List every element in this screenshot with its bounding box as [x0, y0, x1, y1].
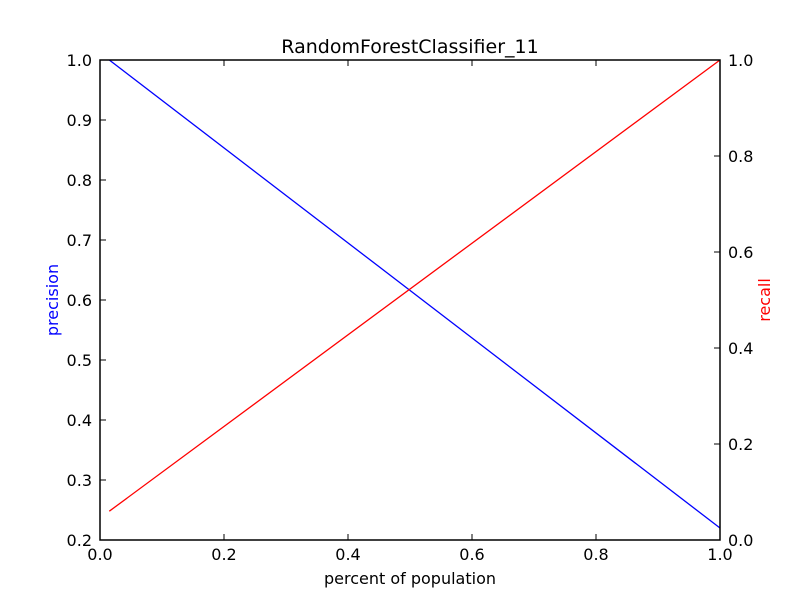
- plot-frame: [99, 59, 721, 541]
- chart-title: RandomForestClassifier_11: [281, 36, 538, 58]
- y-tick-label-left: 0.6: [67, 291, 92, 310]
- y-tick-label-left: 0.4: [67, 411, 92, 430]
- x-tick-label: 0.6: [459, 545, 484, 564]
- x-tick-label: 0.0: [87, 545, 112, 564]
- y-tick-label-left: 0.7: [67, 231, 92, 250]
- precision-line: [108, 59, 721, 529]
- y-tick-label-right: 0.8: [728, 147, 753, 166]
- y-tick-label-left: 0.5: [67, 351, 92, 370]
- y-tick-label-right: 0.6: [728, 243, 753, 262]
- y-tick-label-left: 0.8: [67, 171, 92, 190]
- y-tick-label-right: 0.0: [728, 531, 753, 550]
- y-tick-label-left: 0.3: [67, 471, 92, 490]
- x-tick-label: 0.2: [211, 545, 236, 564]
- y-tick-label-right: 0.2: [728, 435, 753, 454]
- series-layer: [108, 59, 721, 529]
- x-axis-label: percent of population: [324, 569, 496, 588]
- y-axis-label-right: recall: [755, 278, 774, 322]
- y-axis-label-left: precision: [43, 264, 62, 336]
- y-tick-label-right: 1.0: [728, 51, 753, 70]
- x-tick-label: 1.0: [707, 545, 732, 564]
- y-tick-label-left: 0.2: [67, 531, 92, 550]
- x-tick-label: 0.8: [583, 545, 608, 564]
- y-tick-label-left: 0.9: [67, 111, 92, 130]
- ticks-layer: 0.0 0.2 0.4 0.6 0.8 1.00.20.30.40.50.60.70.80…: [67, 51, 754, 564]
- x-tick-label: 0.4: [335, 545, 360, 564]
- y-tick-label-right: 0.4: [728, 339, 753, 358]
- recall-line: [108, 59, 721, 512]
- y-tick-label-left: 1.0: [67, 51, 92, 70]
